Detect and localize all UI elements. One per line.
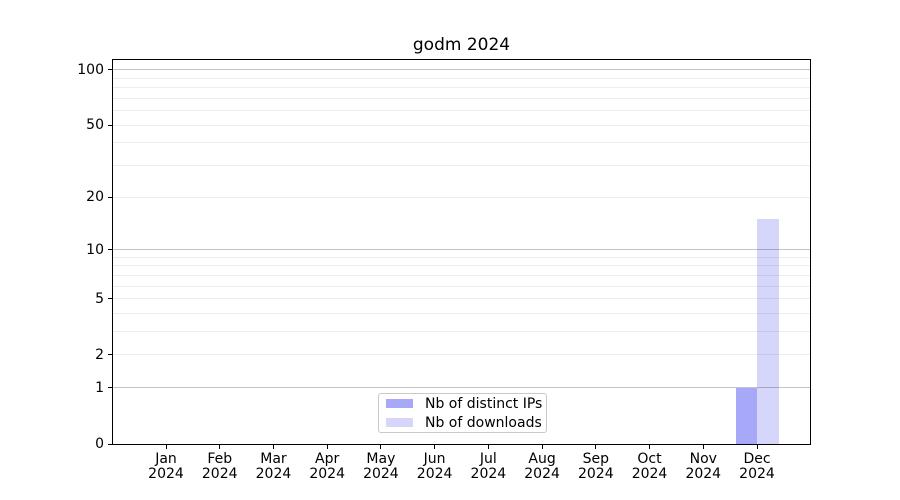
- gridline-minor: [113, 196, 810, 198]
- x-tick: [434, 444, 436, 449]
- legend-swatch-distinct-ips: [386, 399, 413, 408]
- y-tick-label: 0: [95, 436, 104, 452]
- y-tick: [108, 124, 113, 126]
- x-tick: [380, 444, 382, 449]
- x-tick: [541, 444, 543, 449]
- gridline-minor: [113, 97, 810, 99]
- gridline-minor: [113, 331, 810, 333]
- y-tick: [108, 443, 113, 445]
- legend-label: Nb of downloads: [425, 414, 542, 431]
- gridline-minor: [113, 77, 810, 79]
- gridline-major: [113, 249, 810, 251]
- x-tick-label: May 2024: [363, 451, 399, 482]
- y-tick: [108, 249, 113, 251]
- gridline-minor: [113, 285, 810, 287]
- plot-area: 100 50 20 10 5 2 1 0 Jan 2024 Feb 2024 Mar 2024 Apr…: [77, 59, 811, 482]
- gridline-minor: [113, 313, 810, 314]
- y-tick: [108, 196, 113, 198]
- x-tick-label: Feb 2024: [201, 451, 238, 482]
- x-tick-label: Oct 2024: [631, 451, 668, 482]
- y-tick-label: 1: [95, 379, 104, 396]
- bar-distinct-ips: [735, 387, 757, 444]
- x-tick: [219, 444, 221, 449]
- x-tick: [702, 444, 704, 449]
- x-tick-label: Apr 2024: [309, 451, 345, 482]
- y-tick: [108, 69, 113, 71]
- chart-title: godm 2024: [412, 35, 511, 55]
- x-tick-label: Aug 2024: [524, 451, 560, 482]
- legend-label: Nb of distinct IPs: [425, 395, 543, 412]
- x-tick-label: Jun 2024: [416, 451, 453, 482]
- gridline-minor: [113, 124, 810, 126]
- x-tick: [756, 444, 758, 449]
- x-tick: [595, 444, 597, 449]
- legend-swatch-downloads: [386, 418, 413, 427]
- gridline-major: [113, 69, 810, 71]
- gridline-minor: [113, 142, 810, 144]
- x-tick-label: Jan 2024: [148, 451, 184, 482]
- x-tick: [165, 444, 167, 449]
- x-tick: [326, 444, 328, 449]
- y-tick-label: 10: [86, 241, 104, 258]
- gridline-minor: [113, 87, 810, 89]
- legend: Nb of distinct IPs Nb of downloads: [378, 393, 547, 433]
- gridline-minor: [113, 274, 810, 276]
- gridline-minor: [113, 256, 810, 258]
- x-tick: [272, 444, 274, 449]
- y-tick: [108, 354, 113, 356]
- y-tick: [108, 387, 113, 389]
- y-tick-label: 5: [95, 290, 104, 307]
- y-tick-label: 20: [86, 189, 104, 206]
- x-tick-label: Sep 2024: [577, 451, 614, 482]
- x-tick-label: Mar 2024: [255, 451, 292, 482]
- x-tick-label: Jul 2024: [470, 451, 507, 482]
- gridline-minor: [113, 298, 810, 300]
- legend-row: Nb of downloads: [379, 413, 546, 432]
- gridline-minor: [113, 265, 810, 267]
- x-tick: [649, 444, 651, 449]
- gridline-minor: [113, 110, 810, 112]
- y-tick: [108, 298, 113, 300]
- legend-row: Nb of distinct IPs: [379, 394, 546, 413]
- y-tick-label: 2: [95, 346, 104, 363]
- x-tick: [487, 444, 489, 449]
- bar-downloads: [757, 219, 779, 444]
- gridline-minor: [113, 165, 810, 167]
- y-tick-label: 50: [86, 117, 104, 134]
- x-tick-label: Nov 2024: [685, 451, 722, 482]
- x-tick-label: Dec 2024: [739, 451, 775, 482]
- gridline-major: [113, 387, 810, 389]
- y-tick-label: 100: [77, 61, 104, 78]
- gridline-minor: [113, 354, 810, 356]
